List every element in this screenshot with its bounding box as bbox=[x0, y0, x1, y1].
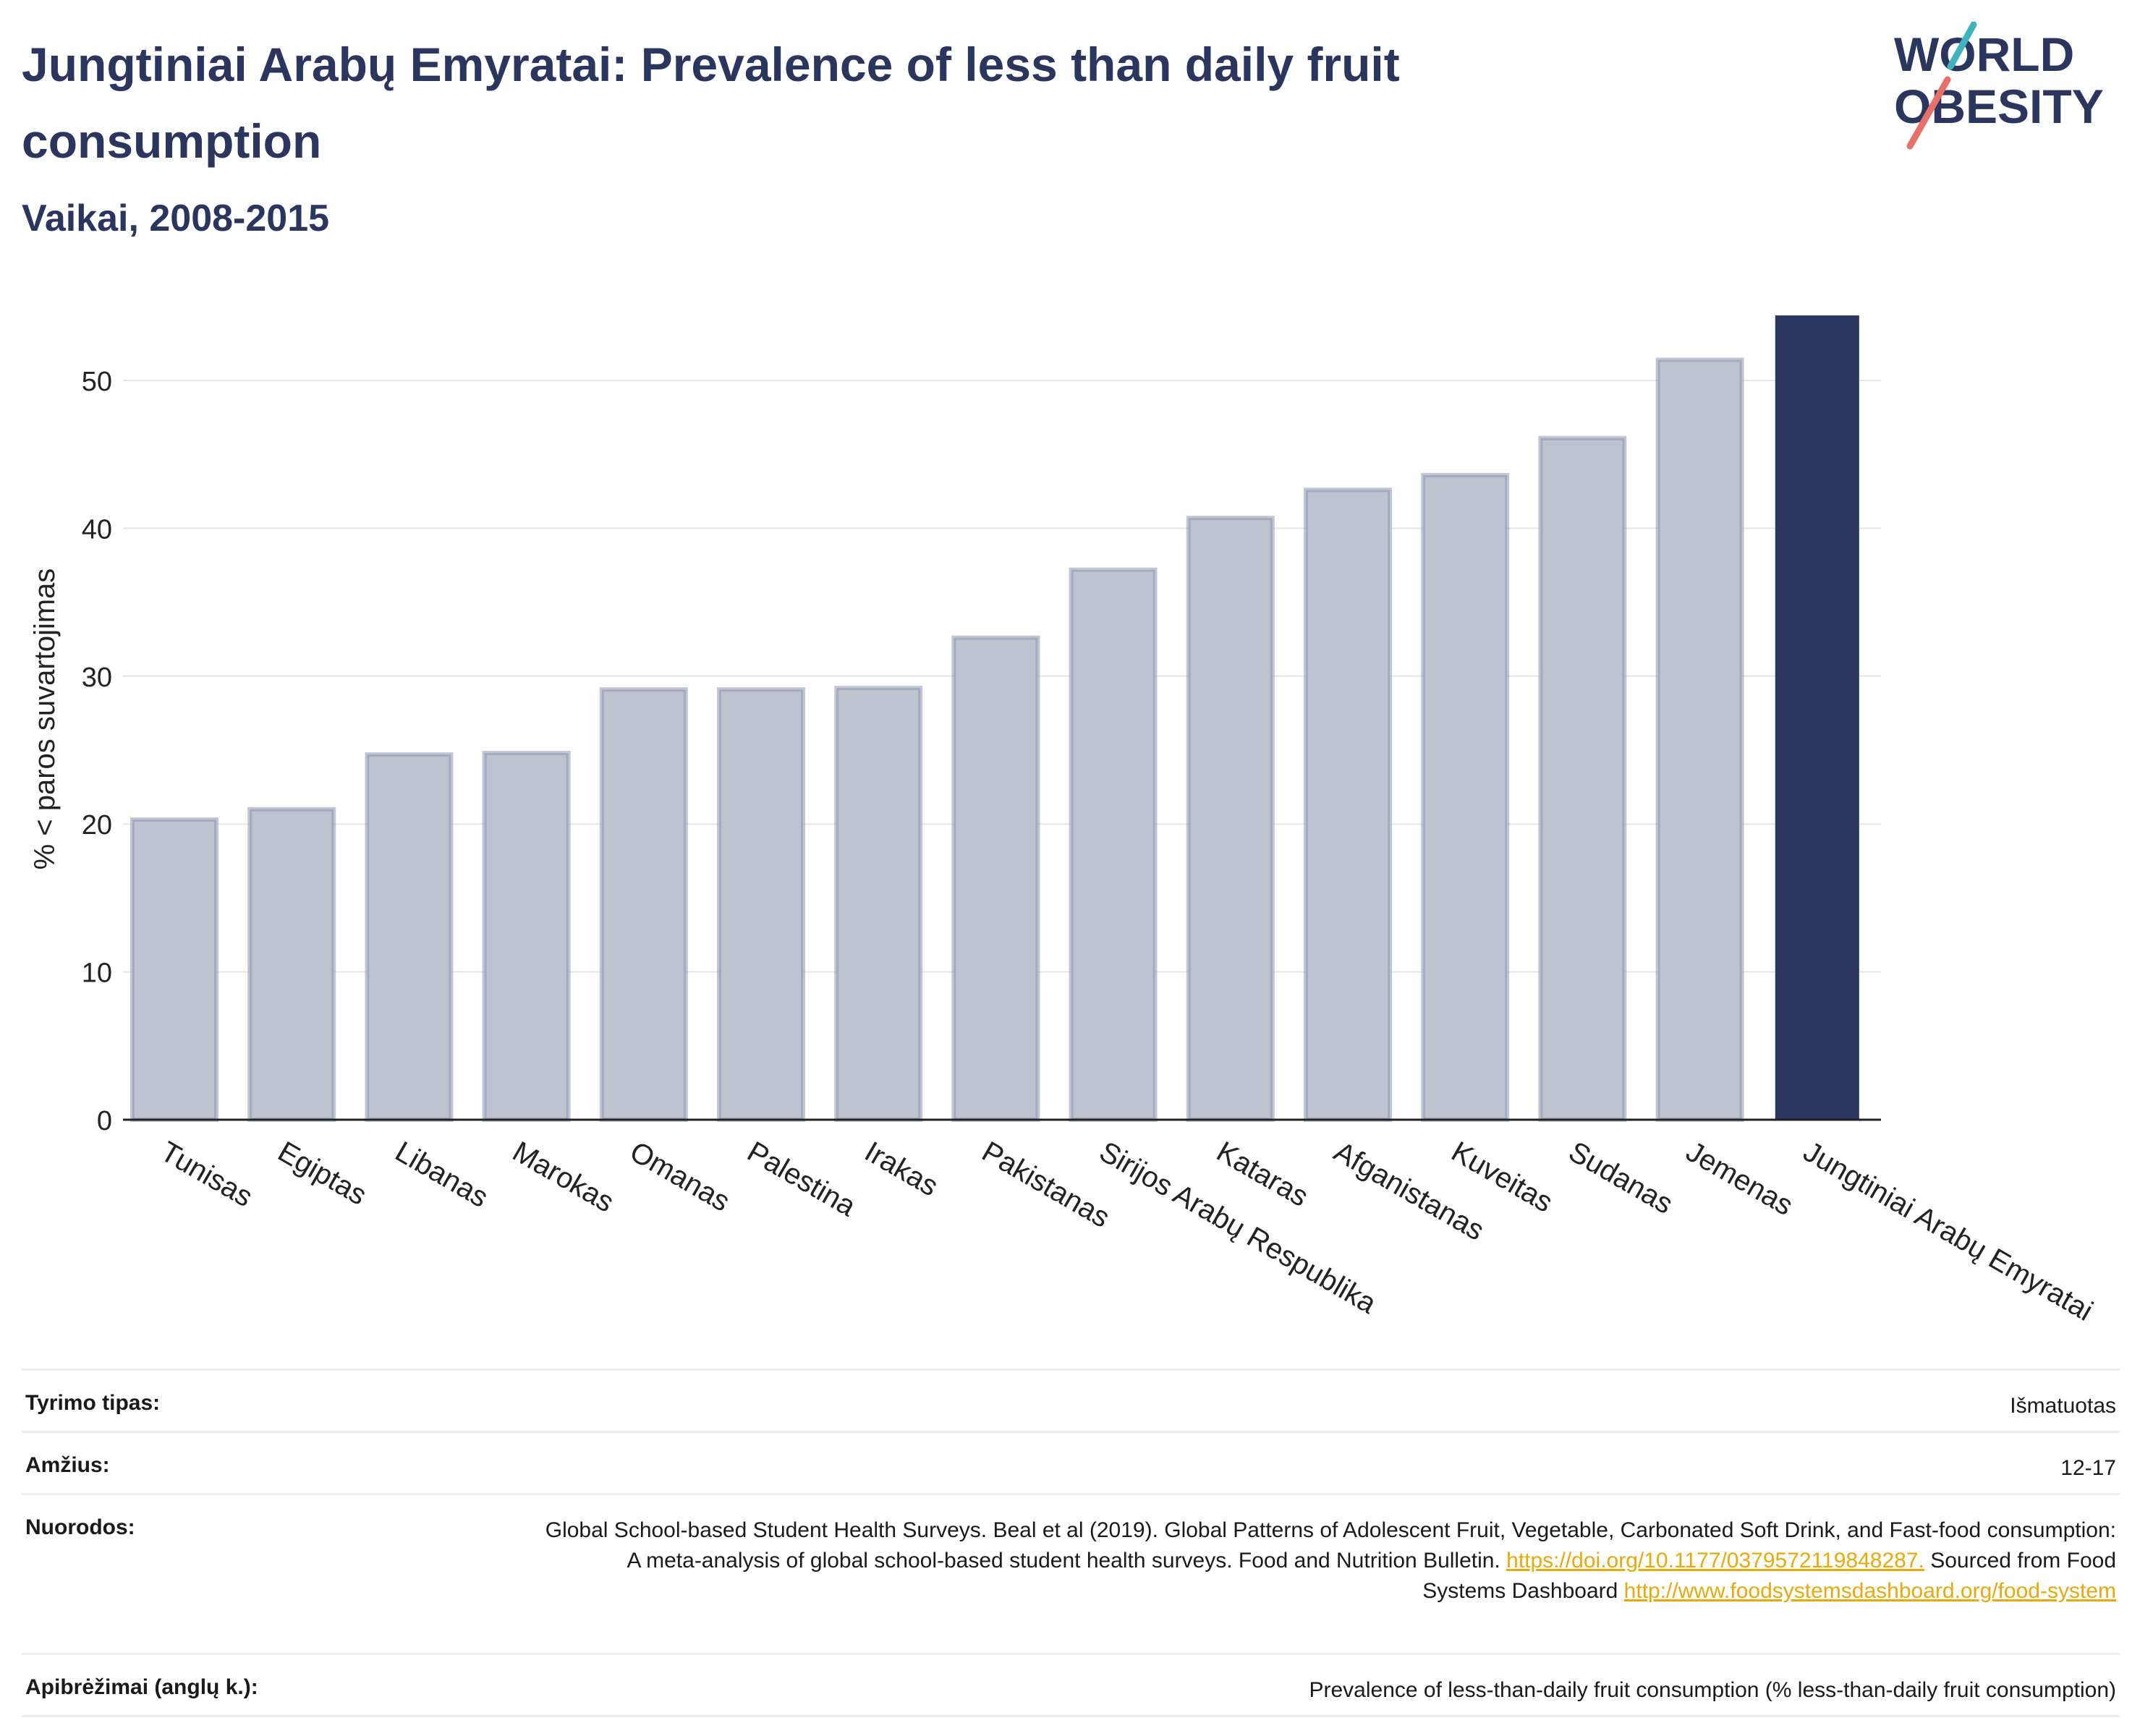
bar[interactable] bbox=[247, 807, 336, 1122]
doi-link[interactable]: https://doi.org/10.1177/0379572119848287… bbox=[1506, 1549, 1924, 1573]
meta-value: Global School-based Student Health Surve… bbox=[535, 1493, 2120, 1654]
bar[interactable] bbox=[1186, 516, 1275, 1123]
bar[interactable] bbox=[951, 635, 1040, 1122]
bar[interactable] bbox=[130, 817, 218, 1122]
x-tick-label: Kataras bbox=[1211, 1136, 1313, 1213]
x-tick-label: Omanas bbox=[624, 1136, 735, 1218]
y-axis-label: % < paros suvartojimas bbox=[29, 569, 61, 870]
bar[interactable] bbox=[1775, 315, 1859, 1120]
world-obesity-logo: WORLD OBESITY bbox=[1894, 22, 2104, 150]
bar[interactable] bbox=[1304, 488, 1392, 1123]
bar[interactable] bbox=[1655, 357, 1744, 1122]
y-tick-label: 10 bbox=[82, 958, 112, 989]
food-systems-link[interactable]: http://www.foodsystemsdashboard.org/food… bbox=[1623, 1579, 2116, 1603]
bar[interactable] bbox=[717, 687, 805, 1122]
x-tick-label: Tunisas bbox=[156, 1136, 258, 1213]
meta-label: Apibrėžimai (anglų k.): bbox=[22, 1653, 535, 1717]
x-tick-label: Irakas bbox=[859, 1136, 943, 1203]
meta-row-references: Nuorodos: Global School-based Student He… bbox=[22, 1493, 2120, 1654]
bar[interactable] bbox=[482, 751, 571, 1122]
x-tick-label: Jemenas bbox=[1681, 1136, 1799, 1222]
bar[interactable] bbox=[599, 687, 688, 1122]
refs-text-2: Sourced from Food Systems Dashboard bbox=[1422, 1549, 2116, 1603]
bar[interactable] bbox=[1069, 567, 1158, 1122]
meta-row-survey-type: Tyrimo tipas: Išmatuotas bbox=[22, 1369, 2120, 1432]
bar[interactable] bbox=[1538, 435, 1627, 1122]
x-tick-label: Libanas bbox=[390, 1136, 493, 1214]
y-tick-label: 40 bbox=[82, 514, 112, 545]
refs-text: Global School-based Student Health Surve… bbox=[545, 1518, 2116, 1573]
y-tick-label: 0 bbox=[97, 1106, 112, 1136]
x-tick-label: Egiptas bbox=[273, 1136, 373, 1212]
meta-label: Amžius: bbox=[22, 1431, 535, 1494]
x-tick-label: Pakistanas bbox=[977, 1136, 1115, 1234]
bar[interactable] bbox=[365, 752, 454, 1123]
bar[interactable] bbox=[834, 686, 923, 1122]
chart-subtitle: Vaikai, 2008-2015 bbox=[22, 197, 330, 239]
bars bbox=[130, 315, 1859, 1123]
meta-value: Išmatuotas bbox=[535, 1369, 2120, 1432]
x-tick-label: Palestina bbox=[742, 1136, 862, 1223]
x-tick-label: Jungtiniai Arabų Emyratai bbox=[1798, 1136, 2098, 1327]
y-tick-label: 30 bbox=[82, 663, 112, 693]
logo-slash-coral bbox=[1906, 76, 1951, 150]
y-tick-label: 50 bbox=[82, 367, 112, 397]
chart-title: Jungtiniai Arabų Emyratai: Prevalence of… bbox=[22, 38, 1400, 168]
logo-line1: WORLD bbox=[1894, 27, 2074, 81]
meta-value: Prevalence of less-than-daily fruit cons… bbox=[535, 1653, 2120, 1717]
meta-row-definitions: Apibrėžimai (anglų k.): Prevalence of le… bbox=[22, 1653, 2120, 1717]
meta-label: Nuorodos: bbox=[22, 1493, 535, 1654]
x-tick-label: Sudanas bbox=[1563, 1136, 1678, 1220]
meta-row-age: Amžius: 12-17 bbox=[22, 1431, 2120, 1494]
meta-label: Tyrimo tipas: bbox=[22, 1369, 535, 1432]
bar-chart: 0 10 20 30 40 50 Tunisas Egiptas Libanas Marokas O… bbox=[29, 315, 2098, 1327]
y-tick-label: 20 bbox=[82, 810, 112, 841]
logo-slash-teal bbox=[1947, 22, 1977, 70]
metadata-table: Tyrimo tipas: Išmatuotas Amžius: 12-17 N… bbox=[22, 1369, 2120, 1717]
meta-value: 12-17 bbox=[535, 1431, 2120, 1494]
x-tick-label: Marokas bbox=[507, 1136, 619, 1219]
bar[interactable] bbox=[1421, 472, 1510, 1123]
